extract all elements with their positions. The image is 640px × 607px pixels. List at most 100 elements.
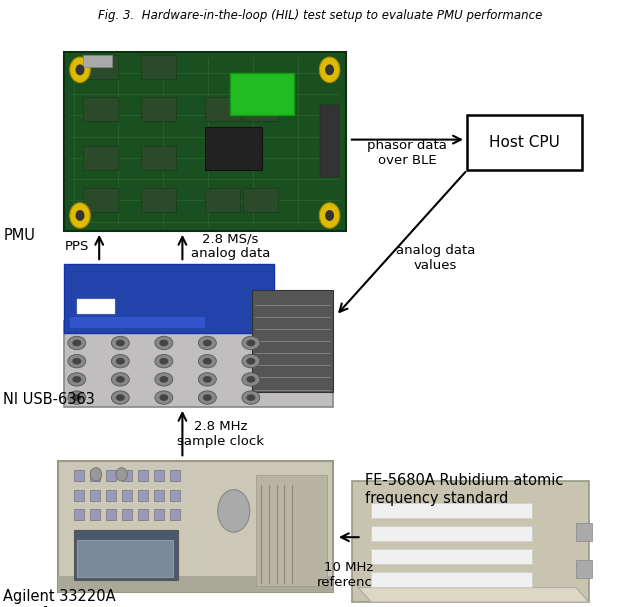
Bar — [58, 576, 333, 592]
Bar — [141, 97, 176, 121]
Bar — [74, 509, 84, 520]
Ellipse shape — [159, 395, 168, 401]
Text: PPS: PPS — [65, 240, 89, 253]
Ellipse shape — [242, 391, 260, 404]
Bar — [371, 549, 532, 564]
Bar — [230, 73, 294, 115]
Bar — [77, 299, 115, 314]
Ellipse shape — [70, 203, 90, 228]
Text: 2.8 MHz
sample clock: 2.8 MHz sample clock — [177, 420, 264, 448]
Ellipse shape — [68, 391, 86, 404]
Ellipse shape — [319, 203, 340, 228]
Text: Agilent 33220A
waveform
generator: Agilent 33220A waveform generator — [3, 589, 116, 607]
Ellipse shape — [159, 358, 168, 364]
Ellipse shape — [116, 395, 125, 401]
Ellipse shape — [116, 358, 125, 364]
Bar — [138, 490, 148, 501]
Ellipse shape — [72, 376, 81, 383]
Bar — [122, 509, 132, 520]
Ellipse shape — [116, 467, 127, 481]
Bar — [83, 188, 118, 212]
Bar — [371, 526, 532, 541]
Bar — [576, 560, 592, 578]
Text: 10 MHz
reference: 10 MHz reference — [317, 561, 381, 589]
Bar — [77, 540, 173, 577]
Bar — [90, 509, 100, 520]
Bar — [352, 481, 589, 602]
Bar — [141, 146, 176, 170]
Bar — [106, 470, 116, 481]
Ellipse shape — [116, 339, 125, 346]
Ellipse shape — [111, 373, 129, 386]
Ellipse shape — [68, 336, 86, 350]
Text: Host CPU: Host CPU — [490, 135, 560, 150]
Ellipse shape — [155, 336, 173, 350]
Bar — [58, 461, 333, 592]
Bar — [154, 490, 164, 501]
Ellipse shape — [325, 210, 334, 221]
Ellipse shape — [72, 395, 81, 401]
Bar — [256, 475, 327, 586]
Bar — [74, 470, 84, 481]
Ellipse shape — [198, 373, 216, 386]
Ellipse shape — [116, 376, 125, 383]
Bar — [64, 264, 274, 333]
Bar — [122, 490, 132, 501]
Ellipse shape — [159, 376, 168, 383]
Ellipse shape — [203, 339, 212, 346]
Bar — [83, 97, 118, 121]
Bar — [205, 97, 240, 121]
Bar — [122, 470, 132, 481]
Ellipse shape — [242, 336, 260, 350]
Bar — [64, 52, 346, 231]
Ellipse shape — [155, 354, 173, 368]
Bar — [467, 115, 582, 170]
Ellipse shape — [198, 391, 216, 404]
Ellipse shape — [76, 64, 84, 75]
Bar — [371, 572, 532, 587]
Ellipse shape — [319, 57, 340, 83]
Ellipse shape — [72, 358, 81, 364]
Ellipse shape — [198, 354, 216, 368]
Polygon shape — [358, 588, 589, 602]
Ellipse shape — [68, 373, 86, 386]
Ellipse shape — [242, 354, 260, 368]
Bar — [83, 55, 112, 67]
Bar — [170, 490, 180, 501]
Bar — [83, 55, 118, 79]
Ellipse shape — [203, 395, 212, 401]
Bar — [90, 490, 100, 501]
Bar — [70, 317, 205, 328]
Bar — [170, 509, 180, 520]
Ellipse shape — [246, 339, 255, 346]
Bar — [141, 55, 176, 79]
Ellipse shape — [242, 373, 260, 386]
Ellipse shape — [111, 336, 129, 350]
Bar — [170, 470, 180, 481]
Bar — [154, 509, 164, 520]
Text: phasor data
over BLE: phasor data over BLE — [367, 139, 447, 167]
Bar — [320, 106, 339, 177]
Bar — [138, 470, 148, 481]
Ellipse shape — [72, 339, 81, 346]
Bar — [64, 321, 333, 407]
Ellipse shape — [246, 376, 255, 383]
Ellipse shape — [218, 490, 250, 532]
Bar — [252, 290, 333, 392]
Ellipse shape — [203, 358, 212, 364]
Ellipse shape — [246, 358, 255, 364]
Ellipse shape — [76, 210, 84, 221]
Bar — [205, 127, 262, 170]
Bar — [138, 509, 148, 520]
Text: Fig. 3.  Hardware-in-the-loop (HIL) test setup to evaluate PMU performance: Fig. 3. Hardware-in-the-loop (HIL) test … — [98, 8, 542, 22]
Text: NI USB-6363: NI USB-6363 — [3, 392, 95, 407]
Ellipse shape — [246, 395, 255, 401]
Bar — [106, 490, 116, 501]
Bar — [243, 188, 278, 212]
Text: FE-5680A Rubidium atomic
frequency standard: FE-5680A Rubidium atomic frequency stand… — [365, 473, 563, 506]
Bar — [74, 490, 84, 501]
Bar — [576, 523, 592, 541]
Bar — [205, 188, 240, 212]
Ellipse shape — [325, 64, 334, 75]
Ellipse shape — [90, 467, 102, 481]
